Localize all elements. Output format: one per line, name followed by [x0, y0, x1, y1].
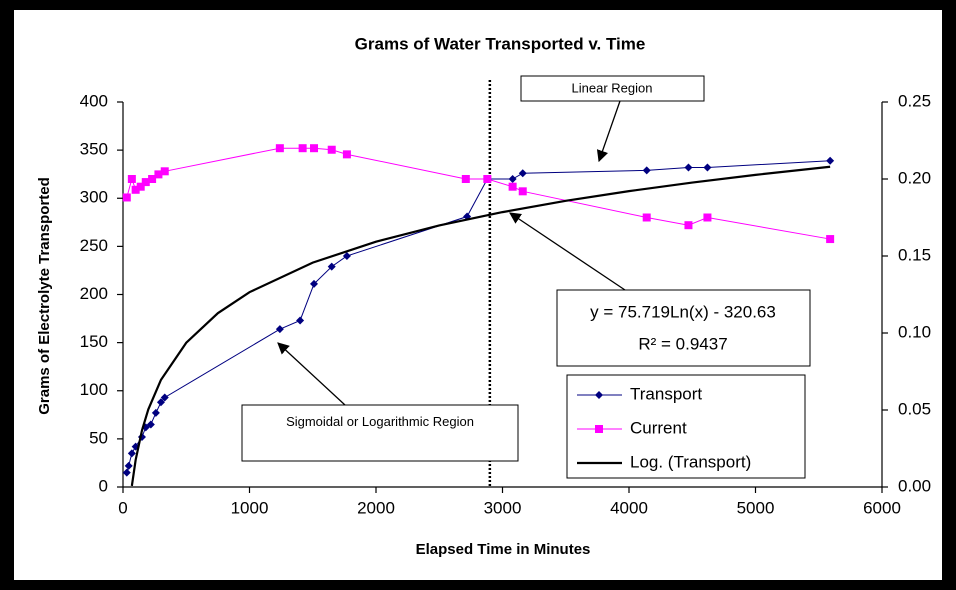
x-tick-label: 3000	[484, 498, 522, 517]
y-axis-label: Grams of Electrolyte Transported	[36, 177, 53, 415]
legend	[566, 374, 806, 479]
point	[342, 150, 351, 159]
annotation-box	[520, 75, 705, 102]
point	[826, 235, 835, 244]
y-tick-label: 400	[80, 91, 108, 110]
point	[508, 175, 517, 183]
series-line	[130, 165, 831, 487]
point	[146, 420, 155, 429]
y2-tick-label: 0.20	[898, 168, 931, 187]
legend-items: Transport Current Log. (Transport)	[577, 384, 751, 471]
point	[160, 393, 169, 402]
point	[127, 175, 136, 183]
y2-tick-label: 0.25	[898, 91, 931, 110]
x-axis-label: Elapsed Time in Minutes	[416, 541, 591, 558]
legend-label: Transport	[630, 384, 702, 403]
point	[642, 213, 651, 222]
point	[148, 175, 157, 183]
y2-tick-label: 0.15	[898, 245, 931, 264]
legend-label: Log. (Transport)	[630, 452, 751, 471]
y2-tick-label: 0.05	[898, 399, 931, 418]
equation: y = 75.719Ln(x) - 320.63	[590, 302, 776, 321]
chart-title: Grams of Water Transported v. Time	[355, 34, 646, 53]
arrow	[509, 212, 626, 291]
legend-label: Current	[630, 418, 687, 437]
annotation: Linear Region	[572, 80, 653, 95]
point	[160, 167, 169, 176]
y2-tick-label: 0.00	[898, 476, 931, 495]
point	[124, 461, 133, 470]
point	[642, 166, 651, 175]
plot: 0 1000 2000 3000 4000 5000 6000 0 50 100 150 200 250…	[80, 80, 931, 517]
legend-marker	[595, 425, 603, 433]
x-tick-label: 6000	[863, 498, 901, 517]
point	[296, 316, 305, 325]
equation-box	[556, 289, 811, 367]
annotation-box	[241, 404, 519, 462]
point	[310, 144, 319, 153]
point	[684, 163, 693, 172]
y-tick-label: 100	[80, 380, 108, 399]
y-tick-label: 250	[80, 236, 108, 255]
point	[275, 144, 284, 153]
point	[310, 279, 319, 288]
y-tick-label: 0	[99, 476, 108, 495]
x-tick-label: 4000	[610, 498, 648, 517]
arrow	[596, 100, 621, 163]
point	[703, 213, 712, 222]
point	[826, 156, 835, 165]
x-tick-label: 0	[118, 498, 127, 517]
y-tick-label: 50	[89, 428, 108, 447]
x-tick-label: 5000	[737, 498, 775, 517]
point	[342, 252, 351, 260]
point	[141, 178, 150, 187]
point	[151, 408, 160, 417]
r-squared: R² = 0.9437	[638, 334, 727, 353]
point	[275, 325, 284, 334]
point	[298, 144, 307, 153]
legend-marker	[595, 391, 603, 399]
point	[483, 175, 492, 183]
point	[327, 145, 336, 154]
y-tick-label: 150	[80, 332, 108, 351]
point	[136, 182, 145, 191]
point	[518, 169, 527, 178]
y2-tick-label: 0.10	[898, 322, 931, 341]
annotation-wrap: Sigmoidal or Logarithmic Region	[286, 414, 474, 429]
point	[131, 185, 140, 194]
y-tick-label: 200	[80, 284, 108, 303]
arrow	[277, 342, 346, 406]
annotation: Sigmoidal or Logarithmic Region	[286, 414, 474, 429]
y-tick-label: 350	[80, 140, 108, 159]
point	[461, 175, 470, 183]
point	[127, 449, 136, 458]
point	[122, 468, 131, 477]
point	[703, 163, 712, 172]
x-tick-label: 1000	[231, 498, 269, 517]
point	[122, 193, 131, 202]
x-tick-label: 2000	[357, 498, 395, 517]
point	[684, 221, 693, 230]
point	[154, 170, 163, 179]
point	[518, 187, 527, 196]
point	[156, 398, 165, 407]
point	[327, 262, 336, 271]
point	[508, 182, 517, 191]
y-tick-label: 300	[80, 188, 108, 207]
